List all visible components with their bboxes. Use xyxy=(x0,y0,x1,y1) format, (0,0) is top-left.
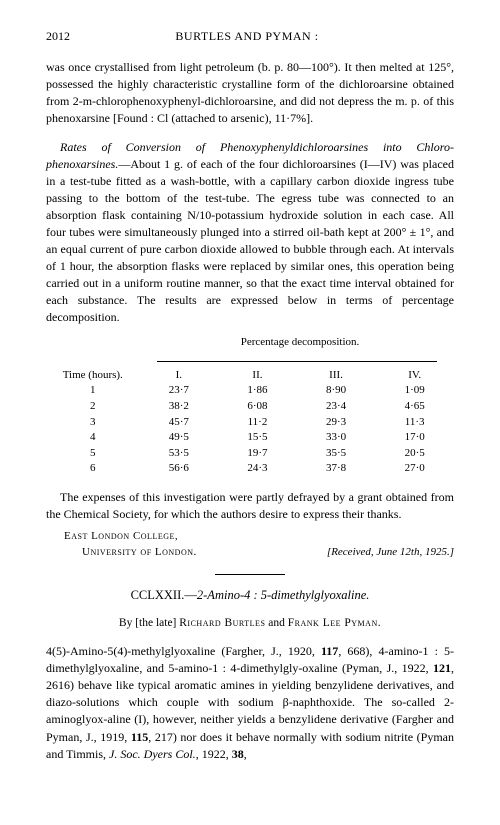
table-row: 345·711·229·311·3 xyxy=(46,415,454,431)
cell-value: 53·5 xyxy=(140,446,219,462)
paragraph-2: Rates of Conversion of Phenoxyphenyldich… xyxy=(46,139,454,326)
paragraph-3: The expenses of this investigation were … xyxy=(46,489,454,523)
running-head: BURTLES AND PYMAN : xyxy=(175,28,318,45)
table-row: 238·26·0823·44·65 xyxy=(46,399,454,415)
cell-value: 11·3 xyxy=(375,415,454,431)
cell-value: 19·7 xyxy=(218,446,297,462)
article2-body: 4(5)-Amino-5(4)-methylglyoxaline (Farghe… xyxy=(46,643,454,762)
affil-line1: East London College, xyxy=(46,529,454,545)
affil-line2: University of London. xyxy=(46,545,197,561)
cell-time: 6 xyxy=(46,461,140,477)
paragraph-1: was once crystallised from light petrole… xyxy=(46,59,454,127)
cell-value: 1·09 xyxy=(375,383,454,399)
table-header: Time (hours). I. II. III. IV. xyxy=(46,368,454,384)
byline: By [the late] Richard Burtles and Frank … xyxy=(46,615,454,631)
received-date: [Received, June 12th, 1925.] xyxy=(327,545,454,561)
table-row: 123·71·868·901·09 xyxy=(46,383,454,399)
cell-time: 4 xyxy=(46,430,140,446)
col-4: IV. xyxy=(375,368,454,384)
col-2: II. xyxy=(218,368,297,384)
section-divider xyxy=(215,574,285,575)
col-1: I. xyxy=(140,368,219,384)
running-header: 2012 BURTLES AND PYMAN : xyxy=(46,28,454,45)
article-title-text: 2-Amino-4 : 5-dimethylglyoxaline. xyxy=(197,588,370,602)
author-1: Richard Burtles xyxy=(179,617,265,629)
article-title: CCLXXII.—2-Amino-4 : 5-dimethylglyoxalin… xyxy=(46,587,454,605)
col-3: III. xyxy=(297,368,376,384)
col-time-label: Time (hours). xyxy=(46,368,140,384)
para2-body: —About 1 g. of each of the four dichloro… xyxy=(46,157,454,324)
cell-value: 35·5 xyxy=(297,446,376,462)
cell-value: 37·8 xyxy=(297,461,376,477)
cell-value: 38·2 xyxy=(140,399,219,415)
cell-value: 45·7 xyxy=(140,415,219,431)
cell-time: 2 xyxy=(46,399,140,415)
cell-time: 3 xyxy=(46,415,140,431)
table-row: 449·515·533·017·0 xyxy=(46,430,454,446)
cell-value: 29·3 xyxy=(297,415,376,431)
decomposition-table: Percentage decomposition. Time (hours). … xyxy=(46,335,454,477)
table-row: 553·519·735·520·5 xyxy=(46,446,454,462)
table-overline-row xyxy=(46,352,454,368)
cell-value: 23·4 xyxy=(297,399,376,415)
cell-value: 20·5 xyxy=(375,446,454,462)
author-2: Frank Lee Pyman. xyxy=(288,617,381,629)
cell-value: 49·5 xyxy=(140,430,219,446)
table-caption: Percentage decomposition. xyxy=(46,335,454,351)
cell-value: 6·08 xyxy=(218,399,297,415)
affiliation-block: East London College, University of Londo… xyxy=(46,529,454,560)
cell-value: 17·0 xyxy=(375,430,454,446)
cell-value: 23·7 xyxy=(140,383,219,399)
cell-value: 24·3 xyxy=(218,461,297,477)
article-number: CCLXXII.— xyxy=(131,588,197,602)
cell-value: 8·90 xyxy=(297,383,376,399)
cell-value: 27·0 xyxy=(375,461,454,477)
cell-value: 56·6 xyxy=(140,461,219,477)
cell-value: 11·2 xyxy=(218,415,297,431)
cell-value: 1·86 xyxy=(218,383,297,399)
page-number: 2012 xyxy=(46,28,70,45)
cell-value: 4·65 xyxy=(375,399,454,415)
cell-value: 33·0 xyxy=(297,430,376,446)
cell-time: 1 xyxy=(46,383,140,399)
table-row: 656·624·337·827·0 xyxy=(46,461,454,477)
cell-time: 5 xyxy=(46,446,140,462)
cell-value: 15·5 xyxy=(218,430,297,446)
table-body: 123·71·868·901·09238·26·0823·44·65345·71… xyxy=(46,383,454,477)
